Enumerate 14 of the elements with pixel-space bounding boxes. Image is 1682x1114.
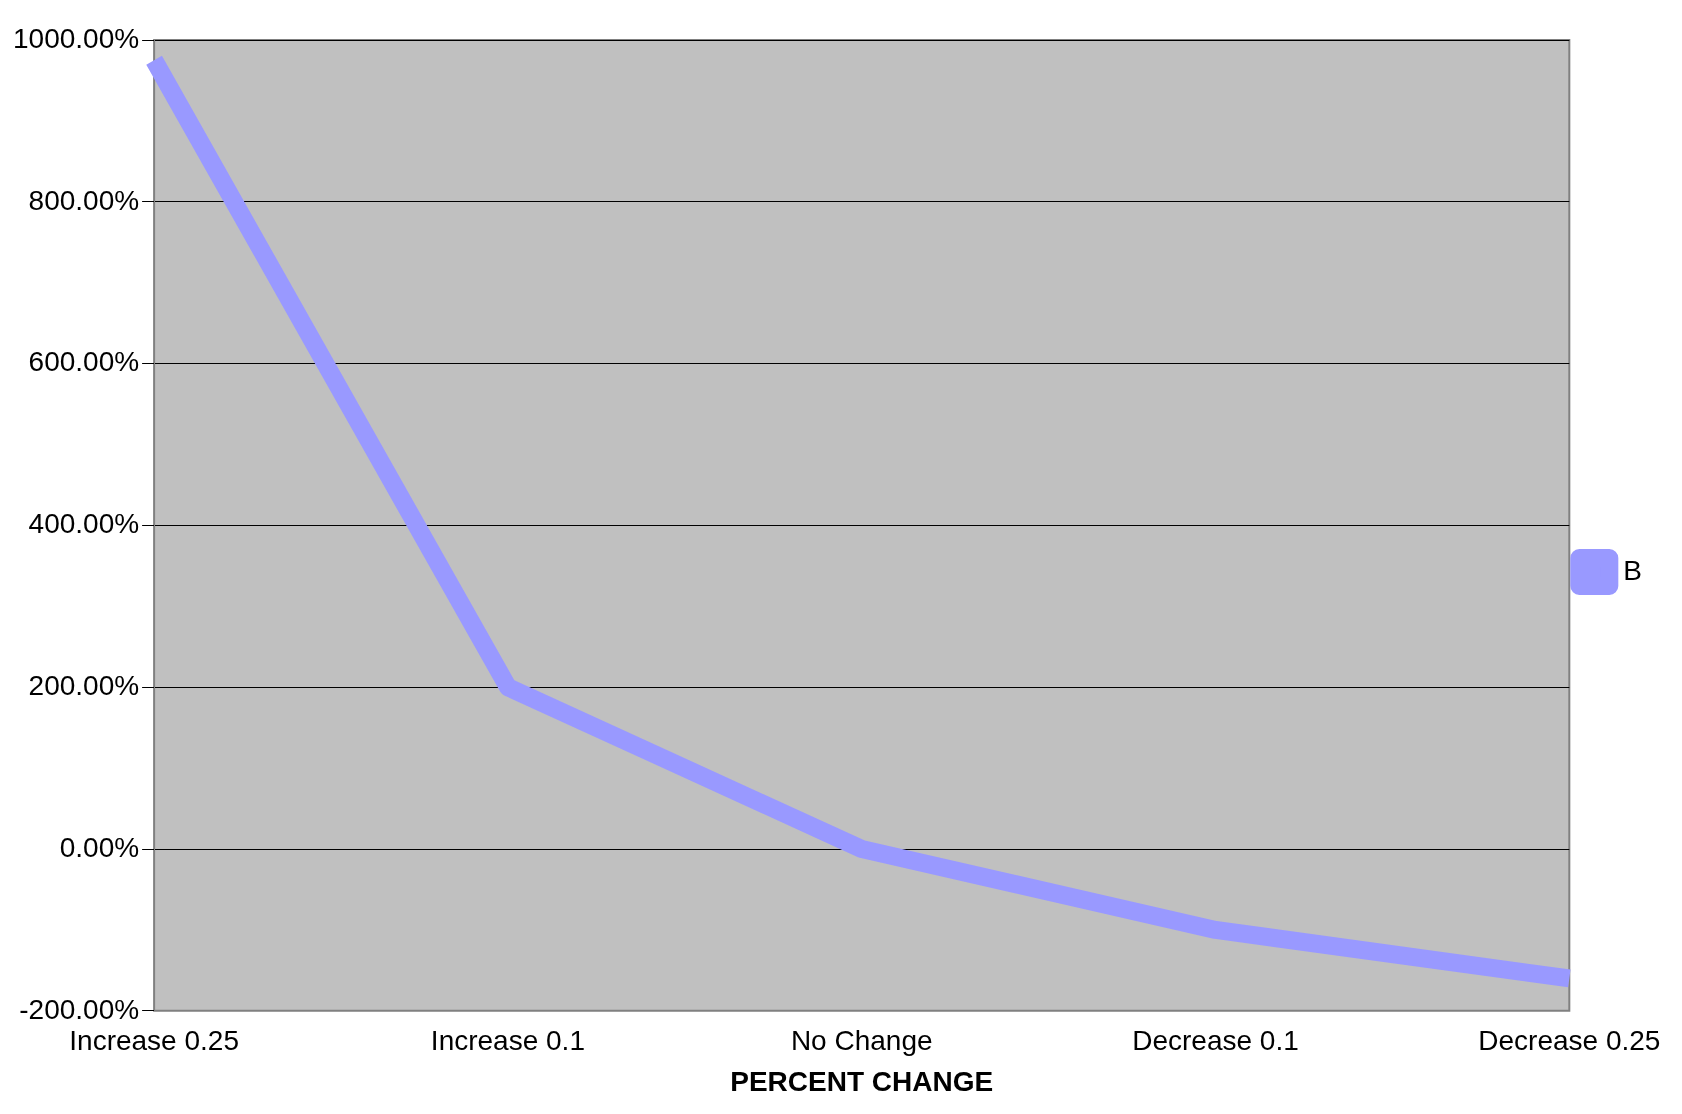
y-tick-label: 200.00% <box>28 669 140 701</box>
y-tick-label: 0.00% <box>59 831 140 863</box>
x-tick-label: Decrease 0.25 <box>1478 1025 1661 1057</box>
y-tick-label: -200.00% <box>19 993 140 1025</box>
y-tick-label: 1000.00% <box>13 22 140 54</box>
y-tick-label: 400.00% <box>28 508 140 540</box>
x-tick-label: Decrease 0.1 <box>1132 1025 1299 1057</box>
y-tick-label: 800.00% <box>28 184 140 216</box>
x-axis-title: PERCENT CHANGE <box>730 1065 994 1097</box>
x-tick-label: No Change <box>790 1025 933 1057</box>
y-tick-label: 600.00% <box>28 346 140 378</box>
x-tick-label: Increase 0.25 <box>69 1025 239 1057</box>
legend-label: B <box>1623 554 1643 586</box>
x-tick-label: Increase 0.1 <box>430 1025 585 1057</box>
